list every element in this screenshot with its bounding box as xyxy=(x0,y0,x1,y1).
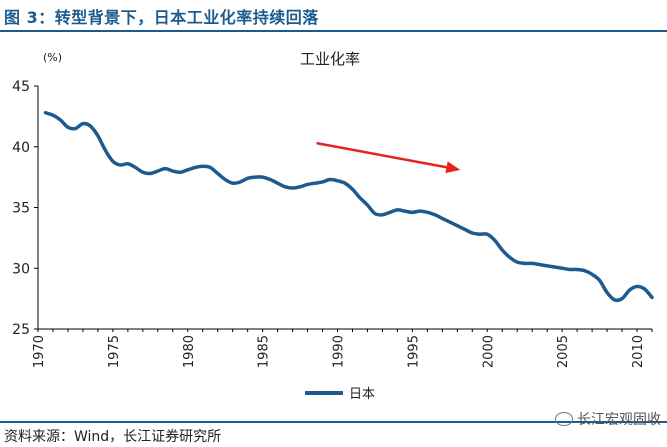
x-tick-label: 1980 xyxy=(182,335,197,368)
annotation-layer xyxy=(316,141,461,174)
y-tick-label: 25 xyxy=(12,322,30,338)
x-tick-label: 1990 xyxy=(332,335,347,368)
trend-arrow-head xyxy=(445,161,461,174)
watermark: 长江宏观固收 xyxy=(555,409,661,429)
figure-title: 图 3：转型背景下，日本工业化率持续回落 xyxy=(4,8,319,27)
x-tick-label: 2000 xyxy=(481,335,496,368)
wechat-icon xyxy=(555,412,573,426)
top-rule xyxy=(0,30,667,32)
legend-label-japan: 日本 xyxy=(349,387,375,402)
x-tick-label: 2010 xyxy=(631,335,646,368)
legend: 日本 xyxy=(305,387,375,402)
x-tick-label: 2005 xyxy=(556,335,571,368)
y-tick-label: 40 xyxy=(12,140,30,156)
trend-arrow-shaft xyxy=(316,141,447,169)
bottom-rule xyxy=(0,421,667,423)
chart-title: 工业化率 xyxy=(300,50,360,68)
source-note: 资料来源：Wind，长江证券研究所 xyxy=(4,429,222,445)
y-tick-label: 35 xyxy=(12,201,30,217)
series-line-japan xyxy=(43,110,654,303)
y-axis-unit-label: (%) xyxy=(43,51,62,64)
y-axis-ticks: 25 30 35 40 45 xyxy=(12,79,38,338)
x-tick-label: 1985 xyxy=(257,335,272,368)
chart: 工业化率 (%) 25 30 35 40 45 1970 1975 1980 1985 1990… xyxy=(12,50,654,402)
watermark-text: 长江宏观固收 xyxy=(577,412,661,428)
y-tick-label: 30 xyxy=(12,261,30,277)
x-tick-label: 1975 xyxy=(107,335,122,368)
y-tick-label: 45 xyxy=(12,79,30,95)
x-axis-ticks: 1970 1975 1980 1985 1990 1995 2000 2005 2010 xyxy=(32,329,653,368)
series-layer xyxy=(43,110,654,303)
x-tick-label: 1970 xyxy=(32,335,47,368)
x-tick-label: 1995 xyxy=(406,335,421,368)
axes xyxy=(37,86,652,330)
